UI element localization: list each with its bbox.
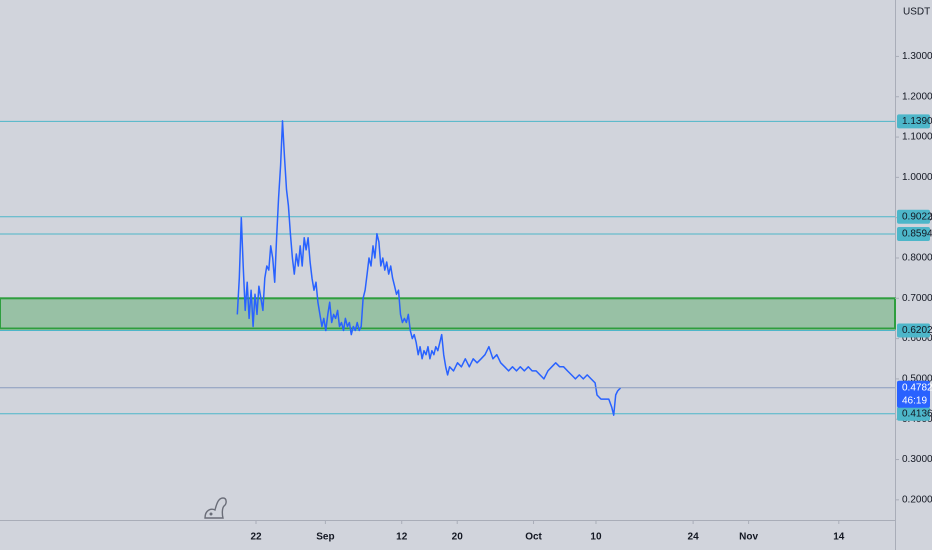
level-label: 0.4136 [902, 408, 932, 419]
x-tick-label: 14 [833, 532, 845, 543]
y-tick-label: 0.5000 [902, 374, 932, 385]
x-tick-label: 10 [590, 532, 602, 543]
y-tick-label: 0.8000 [902, 253, 932, 264]
x-tick-label: 20 [452, 532, 464, 543]
level-label: 0.6202 [902, 325, 932, 336]
y-tick-label: 0.3000 [902, 454, 932, 465]
y-tick-label: 1.3000 [902, 51, 932, 62]
y-tick-label: 1.2000 [902, 91, 932, 102]
x-tick-label: Oct [525, 532, 542, 543]
x-tick-label: 24 [688, 532, 700, 543]
countdown-label: 46:19 [902, 395, 927, 406]
x-tick-label: Sep [316, 532, 334, 543]
y-tick-label: 0.7000 [902, 293, 932, 304]
logo [204, 497, 227, 519]
y-tick-label: 0.6000 [902, 333, 932, 344]
level-label-box [897, 209, 930, 224]
level-label-box [897, 323, 930, 338]
zone [0, 297, 896, 330]
level-label: 0.9022 [902, 211, 932, 222]
level-label-box [897, 227, 930, 242]
unit-label: USDT [903, 7, 930, 18]
y-tick-label: 1.0000 [902, 172, 932, 183]
last-price-box [897, 380, 930, 408]
price-line [236, 120, 622, 416]
level-label-box [897, 406, 930, 421]
x-tick-label: 22 [250, 532, 262, 543]
x-tick-label: Nov [739, 532, 758, 543]
level-label-box [897, 114, 930, 129]
last-price-label: 0.4782 [902, 382, 932, 393]
level-label: 1.1390 [902, 116, 932, 127]
level-label: 0.8594 [902, 229, 932, 240]
y-tick-label: 0.2000 [902, 494, 932, 505]
y-tick-label: 1.1000 [902, 132, 932, 143]
logo-shape [204, 497, 227, 519]
x-tick-label: 12 [396, 532, 408, 543]
logo-dot [209, 512, 213, 516]
